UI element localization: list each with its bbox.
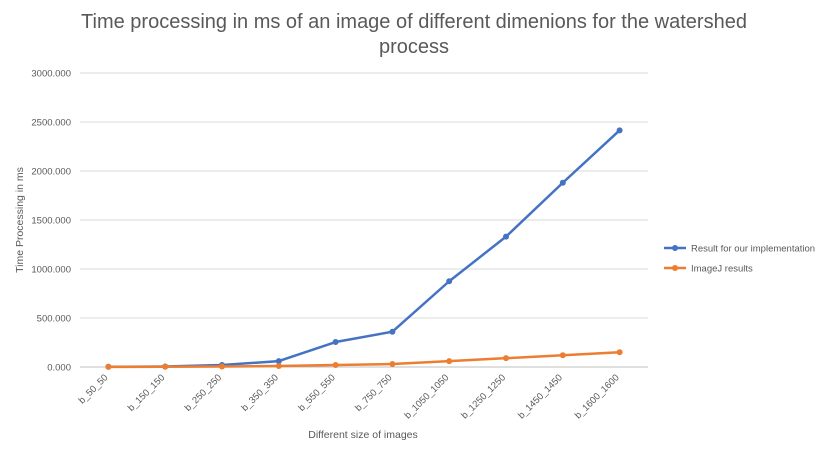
y-tick-label: 1500.000 (31, 216, 71, 227)
x-axis-ticks: b_50_50 b_150_150 b_250_250 b_350_350 b_550_… (77, 372, 622, 421)
legend-label: ImageJ results (691, 264, 753, 275)
x-axis-title: Different size of images (308, 429, 418, 441)
y-axis-title: Time Processing in ms (14, 167, 26, 273)
y-tick-label: 0.000 (47, 363, 71, 374)
y-tick-label: 2500.000 (31, 118, 71, 129)
y-tick-label: 1000.000 (31, 265, 71, 276)
gridlines (80, 72, 648, 368)
data-point (332, 339, 339, 346)
data-point (503, 355, 509, 362)
x-tick-label: b_1450_1450 (516, 372, 565, 421)
data-point (446, 278, 453, 285)
legend: Result for our implementation ImageJ resu… (664, 244, 815, 275)
data-point (275, 358, 282, 365)
data-point (332, 362, 339, 369)
x-tick-label: b_150_150 (126, 372, 167, 413)
data-point (275, 363, 282, 370)
data-point (389, 328, 396, 335)
y-tick-label: 3000.000 (31, 69, 71, 80)
x-tick-label: b_1600_1600 (573, 372, 622, 421)
series-line-2 (107, 351, 621, 369)
x-tick-label: b_1250_1250 (459, 372, 508, 421)
x-tick-label: b_550_550 (296, 372, 337, 413)
x-tick-label: b_250_250 (183, 372, 224, 413)
legend-swatch-marker (672, 265, 678, 271)
data-point (105, 363, 112, 370)
x-tick-label: b_750_750 (353, 372, 394, 413)
data-point (219, 363, 225, 370)
x-tick-label: b_1050_1050 (402, 372, 451, 421)
legend-swatch-marker (672, 245, 678, 251)
series-lines (105, 127, 623, 370)
data-point (389, 361, 396, 368)
data-point (616, 127, 623, 134)
y-tick-label: 500.000 (37, 314, 71, 325)
data-point (559, 179, 566, 186)
legend-label: Result for our implementation (691, 244, 815, 255)
x-tick-label: b_350_350 (240, 372, 281, 413)
data-point (503, 233, 509, 240)
y-tick-label: 2000.000 (31, 167, 71, 178)
x-tick-label: b_50_50 (77, 372, 111, 406)
data-point (162, 363, 169, 370)
series-line-1 (107, 129, 621, 369)
chart-title-line-1: Time processing in ms of an image of dif… (81, 11, 747, 33)
chart-title-line-2: process (379, 36, 449, 58)
data-point (559, 352, 566, 359)
data-point (446, 358, 453, 365)
data-point (616, 349, 623, 356)
y-axis-ticks: 0.000 500.000 1000.000 1500.000 2000.000 2500… (31, 69, 71, 374)
